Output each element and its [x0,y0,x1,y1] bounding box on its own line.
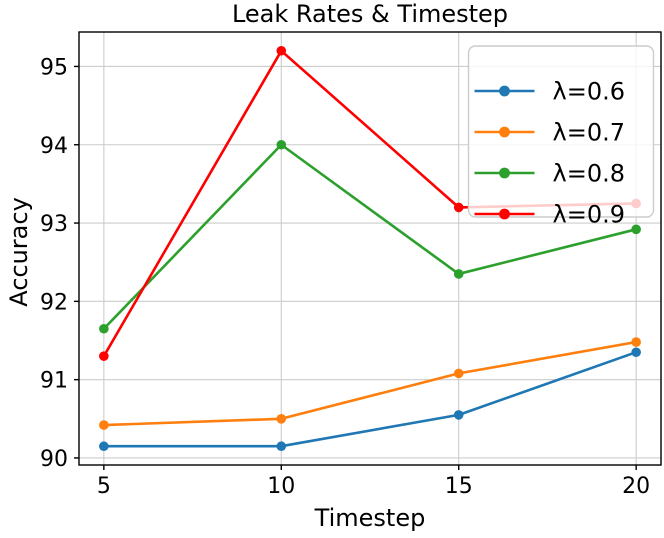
data-point-λ=0.8-x10 [276,139,287,150]
data-point-λ=0.9-x15 [453,202,464,213]
x-tick-label-5: 5 [97,474,111,499]
data-point-λ=0.8-x5 [99,323,109,334]
x-tick-label-10: 10 [267,474,295,499]
y-tick-label-93: 93 [40,212,68,237]
legend-item-λ=0.9: λ=0.9 [474,201,625,229]
legend-item-λ=0.6: λ=0.6 [474,78,625,106]
legend: λ=0.6 λ=0.7 λ=0.8 λ=0.9 [467,45,655,229]
data-point-λ=0.8-x15 [453,269,464,279]
legend-label-λ=0.6: λ=0.6 [553,78,625,106]
data-point-λ=0.7-x20 [631,337,641,347]
data-point-λ=0.8-x20 [631,224,641,235]
data-point-λ=0.6-x10 [276,441,287,452]
axes-spines [78,31,662,466]
legend-marker-λ=0.9 [499,208,510,220]
legend-item-λ=0.8: λ=0.8 [474,160,625,188]
chart-title: Leak Rates & Timestep [231,0,509,28]
data-point-λ=0.6-x5 [99,441,109,452]
series-λ=0.7 [99,337,641,430]
series-line-0 [102,350,638,448]
data-point-λ=0.9-x10 [276,45,287,56]
legend-marker-λ=0.6 [499,85,510,97]
series-λ=0.8 [99,139,641,334]
data-point-λ=0.6-x15 [453,410,464,420]
y-tick-label-90: 90 [40,447,68,472]
ticks: 5 10 15 20 90 91 92 93 94 95 [40,55,650,499]
y-tick-label-92: 92 [40,290,68,315]
x-tick-label-20: 20 [622,474,650,499]
series-line-1 [102,340,638,427]
series-λ=0.6 [99,347,641,452]
x-axis-label: Timestep [314,504,426,532]
y-tick-label-91: 91 [40,369,68,394]
data-point-λ=0.7-x10 [276,414,287,424]
x-tick-label-15: 15 [445,474,473,499]
data-point-λ=0.7-x5 [99,420,109,430]
legend-label-λ=0.8: λ=0.8 [553,160,625,188]
series-line-2 [102,143,638,331]
data-point-λ=0.6-x20 [631,347,641,358]
y-tick-label-94: 94 [40,134,68,159]
legend-label-λ=0.9: λ=0.9 [553,201,625,229]
legend-marker-λ=0.8 [499,167,510,179]
legend-label-λ=0.7: λ=0.7 [553,119,625,147]
legend-marker-λ=0.7 [499,126,510,138]
y-axis-label: Accuracy [5,197,33,307]
data-point-λ=0.7-x15 [453,368,464,379]
data-point-λ=0.9-x5 [99,351,109,361]
legend-item-λ=0.7: λ=0.7 [474,119,625,147]
y-tick-label-95: 95 [40,55,68,80]
